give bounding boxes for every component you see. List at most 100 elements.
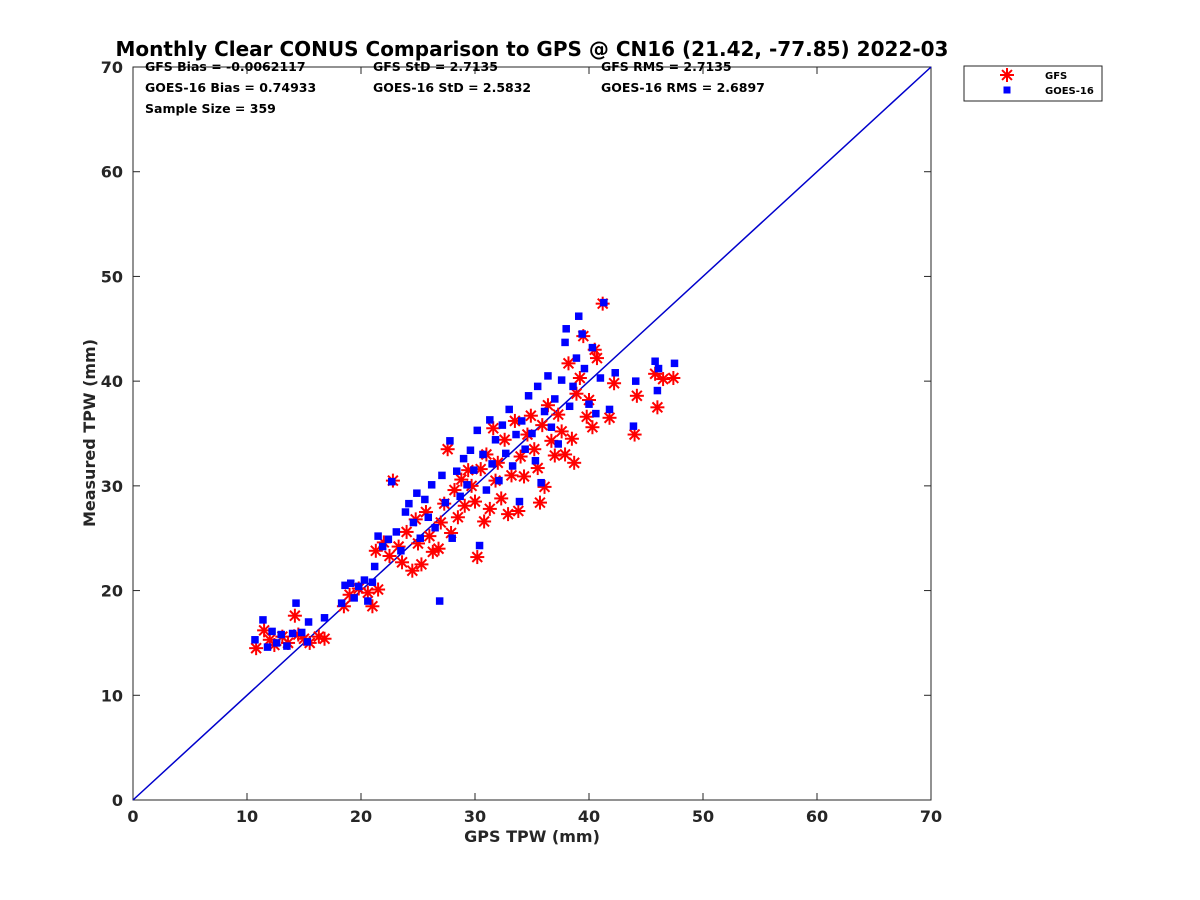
goes16-point [521, 445, 529, 453]
y-tick-label: 0 [112, 791, 123, 810]
goes16-point [277, 630, 285, 639]
goes16-point [528, 429, 536, 438]
gfs-point [561, 356, 576, 371]
gfs-point [249, 641, 264, 656]
legend-gfs-marker [1000, 68, 1014, 82]
sample-size-text: Sample Size = 359 [145, 101, 276, 116]
gfs-point [422, 529, 437, 544]
goes16-point [413, 489, 421, 497]
goes-std-text: GOES-16 StD = 2.5832 [373, 80, 531, 95]
gfs-point [494, 491, 509, 506]
goes16-point [263, 643, 272, 651]
x-tick-label: 10 [236, 807, 258, 826]
x-axis-ticks: 0 10 20 30 40 50 60 70 [127, 67, 942, 826]
goes16-point [488, 460, 496, 468]
goes16-point [350, 594, 358, 602]
goes16-point [551, 395, 559, 403]
gfs-point [535, 418, 550, 433]
goes16-point [251, 636, 259, 644]
goes16-point [600, 298, 608, 307]
gfs-point [666, 371, 681, 386]
goes16-point [427, 481, 436, 489]
gfs-point [382, 549, 397, 564]
gfs-point [517, 469, 532, 484]
gfs-bias-text: GFS Bias = -0.0062117 [145, 59, 306, 74]
legend-goes16-square [1003, 86, 1011, 94]
goes16-point [515, 497, 524, 506]
goes16-point [354, 582, 363, 591]
gfs-point [572, 371, 587, 386]
goes16-point [374, 532, 382, 540]
gfs-point [551, 407, 566, 422]
goes16-point [297, 628, 306, 637]
goes16-point [283, 642, 291, 650]
legend-goes16-marker [1003, 86, 1011, 94]
goes16-point [304, 618, 313, 626]
goes16-point [346, 579, 355, 587]
goes16-point [292, 599, 300, 607]
goes16-point [416, 534, 425, 542]
goes16-point [562, 325, 570, 333]
gfs-point [477, 514, 492, 529]
goes16-point [320, 614, 329, 622]
goes16-point [441, 498, 450, 507]
goes16-point [512, 430, 520, 439]
goes16-point [486, 416, 494, 424]
gfs-point [317, 631, 332, 646]
y-axis-ticks: 0 10 20 30 40 50 60 70 [101, 58, 931, 810]
goes16-point [588, 343, 597, 352]
goes16-point [438, 471, 446, 480]
x-tick-label: 60 [806, 807, 828, 826]
gfs-point [558, 447, 573, 462]
goes16-point [651, 357, 659, 365]
gfs-point [513, 449, 528, 464]
goes16-point [392, 528, 401, 536]
goes16-point [463, 481, 471, 489]
gfs-std-text: GFS StD = 2.7135 [373, 59, 498, 74]
goes16-point [466, 446, 475, 455]
gfs-point [650, 400, 665, 415]
gfs-point [589, 351, 604, 366]
gfs-point [527, 442, 542, 457]
goes16-point [303, 638, 312, 646]
goes16-point [421, 495, 429, 504]
gfs-point [585, 420, 600, 435]
gfs-point [405, 563, 420, 578]
goes16-point [557, 376, 566, 384]
goes16-point [505, 405, 513, 414]
goes16-point [268, 627, 276, 636]
goes16-point [364, 597, 372, 605]
goes16-point [431, 523, 439, 532]
gfs-point [501, 507, 516, 522]
gfs-point [554, 424, 569, 439]
y-tick-label: 70 [101, 58, 123, 77]
goes16-point [397, 547, 405, 555]
goes16-point [565, 402, 574, 411]
gfs-point [579, 409, 594, 424]
gfs-point [567, 455, 582, 470]
x-tick-label: 20 [350, 807, 372, 826]
goes16-point [482, 486, 491, 494]
goes16-point [491, 436, 500, 444]
goes16-point [370, 562, 379, 571]
goes16-point [435, 597, 444, 605]
goes16-point [448, 534, 456, 542]
x-axis-label: GPS TPW (mm) [464, 827, 600, 846]
goes16-point [517, 417, 526, 425]
goes16-point [574, 312, 583, 320]
y-tick-label: 30 [101, 477, 123, 496]
goes-rms-text: GOES-16 RMS = 2.6897 [601, 80, 765, 95]
gfs-point [511, 503, 526, 518]
gfs-point [497, 432, 512, 447]
y-tick-label: 50 [101, 267, 123, 286]
goes16-point [479, 450, 487, 459]
goes16-point [592, 409, 600, 418]
goes16-point [540, 407, 549, 416]
goes16-point [653, 386, 662, 395]
legend-gfs-label: GFS [1045, 71, 1067, 82]
goes16-point [578, 330, 586, 338]
goes16-point [473, 426, 482, 435]
goes16-point [405, 499, 413, 508]
legend-goes16-label: GOES-16 [1045, 86, 1094, 97]
goes16-point [580, 364, 589, 373]
